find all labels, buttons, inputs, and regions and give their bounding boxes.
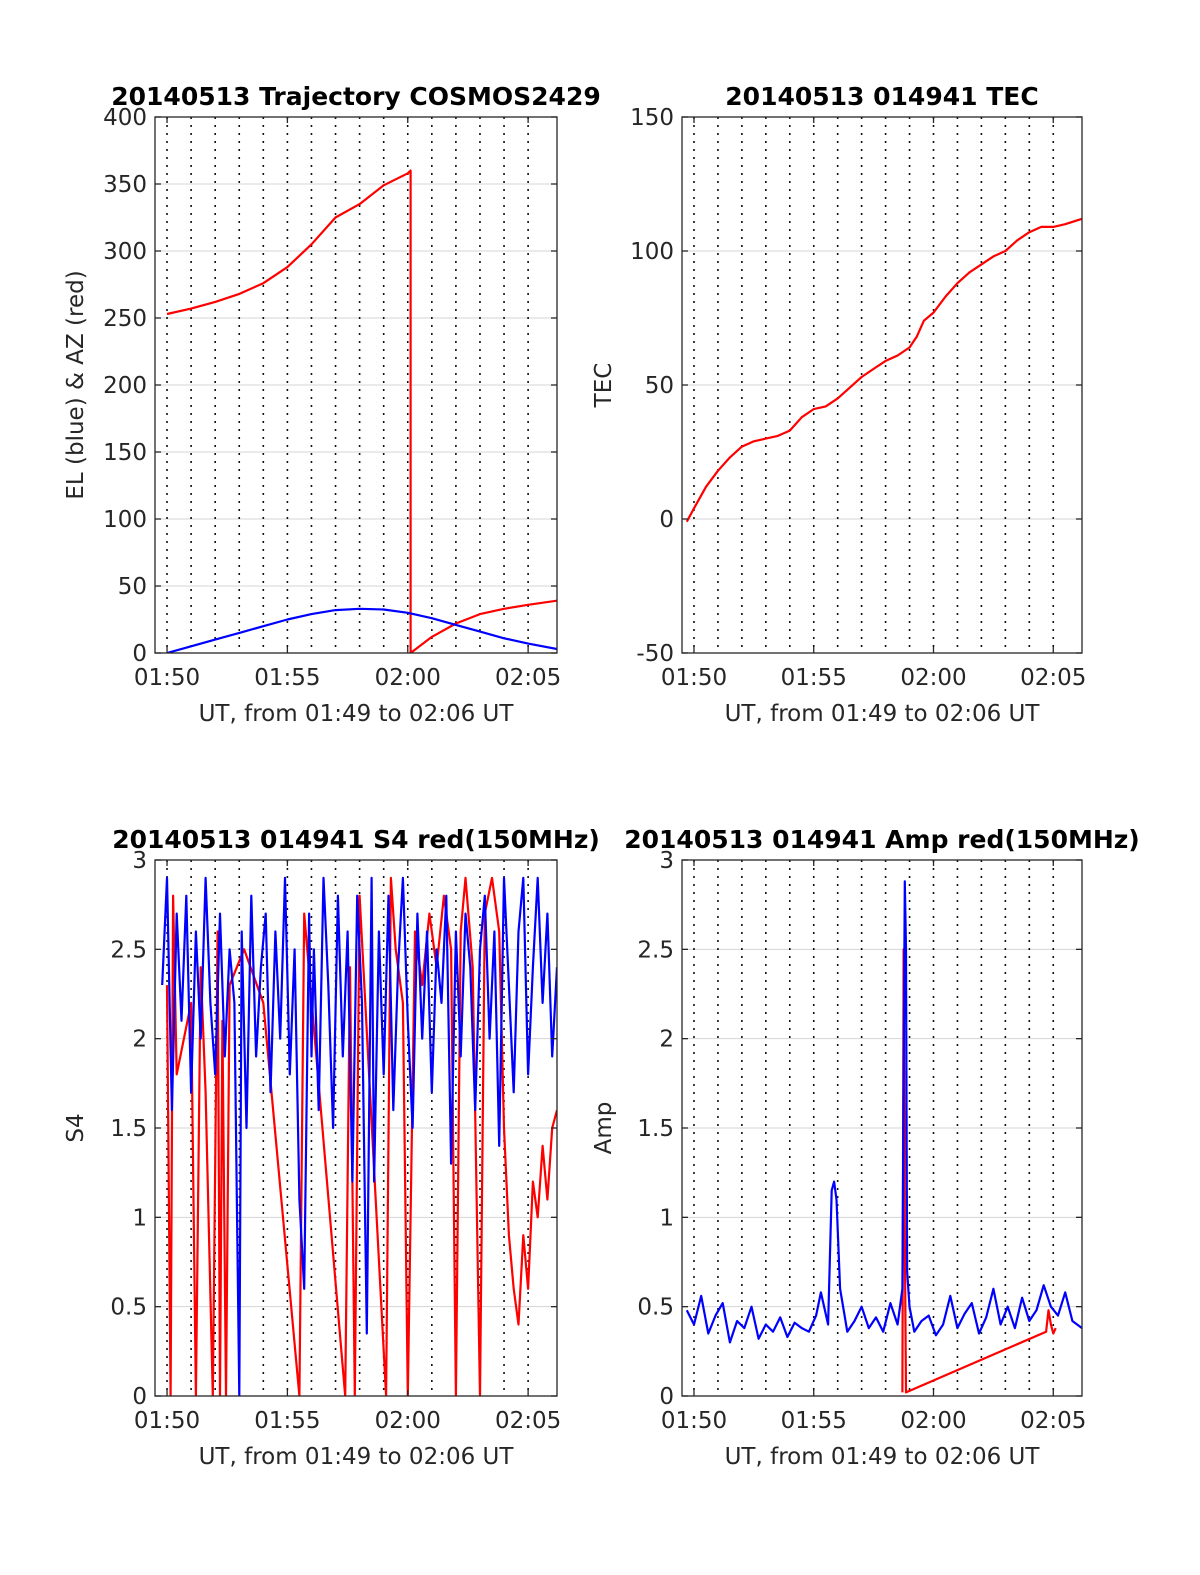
y-tick-label: 2 <box>659 1027 674 1053</box>
x-axis-label: UT, from 01:49 to 02:06 UT <box>199 701 515 727</box>
y-tick-label: 150 <box>103 440 147 466</box>
chart-trajectory: 0 50 100 150 200 250 300 350 400 01:50 01:55 02:00 0… <box>63 82 601 727</box>
y-axis-label: Amp <box>591 1102 617 1155</box>
y-tick-label: 1.5 <box>110 1116 147 1142</box>
x-tick-label: 01:55 <box>781 1408 847 1434</box>
y-tick-label: 100 <box>630 239 674 265</box>
x-tick-label: 02:00 <box>375 665 441 691</box>
y-tick-label: 150 <box>630 105 674 131</box>
x-tick-label: 02:00 <box>375 1408 441 1434</box>
x-tick-label: 01:55 <box>781 665 847 691</box>
y-tick-label: -50 <box>636 641 674 667</box>
chart-amp: 0 0.5 1 1.5 2 2.5 3 01:50 01:55 02:00 02:05 2014051… <box>591 825 1140 1470</box>
y-axis-label: S4 <box>63 1113 89 1142</box>
series-line-s4-red <box>165 876 557 1396</box>
y-tick-label: 400 <box>103 105 147 131</box>
y-tick-label: 3 <box>132 848 147 874</box>
y-tick-label: 1 <box>132 1205 147 1231</box>
x-tick-label: 02:05 <box>1020 665 1086 691</box>
y-tick-label: 1.5 <box>637 1116 674 1142</box>
y-tick-label: 2.5 <box>110 937 147 963</box>
x-tick-label: 02:05 <box>1020 1408 1086 1434</box>
x-tick-label: 02:05 <box>495 665 561 691</box>
chart-s4: 0 0.5 1 1.5 2 2.5 3 01:50 01:55 02:00 02:05 2014051… <box>63 825 600 1470</box>
x-tick-label: 02:00 <box>900 1408 966 1434</box>
y-tick-label: 0.5 <box>110 1295 147 1321</box>
x-tick-label: 01:50 <box>134 1408 200 1434</box>
x-tick-label: 01:50 <box>661 1408 727 1434</box>
x-axis-label: UT, from 01:49 to 02:06 UT <box>199 1444 515 1470</box>
x-tick-label: 02:05 <box>495 1408 561 1434</box>
y-tick-label: 0 <box>132 641 147 667</box>
y-tick-label: 1 <box>659 1205 674 1231</box>
y-tick-label: 200 <box>103 373 147 399</box>
chart-title: 20140513 014941 TEC <box>725 82 1038 111</box>
y-tick-label: 0 <box>132 1384 147 1410</box>
y-tick-label: 50 <box>645 373 674 399</box>
series-line-az <box>166 169 557 653</box>
series-line-s4-blue <box>161 876 557 1396</box>
x-tick-label: 01:50 <box>134 665 200 691</box>
x-tick-label: 01:55 <box>254 1408 320 1434</box>
y-tick-label: 50 <box>118 574 147 600</box>
chart-title: 20140513 014941 Amp red(150MHz) <box>624 825 1140 854</box>
chart-title: 20140513 014941 S4 red(150MHz) <box>112 825 600 854</box>
y-tick-label: 300 <box>103 239 147 265</box>
y-axis-label: EL (blue) & AZ (red) <box>63 270 89 499</box>
y-tick-label: 2.5 <box>637 937 674 963</box>
y-tick-label: 0 <box>659 1384 674 1410</box>
series-group <box>685 880 1082 1394</box>
series-line-el <box>166 607 557 653</box>
y-tick-label: 2 <box>132 1027 147 1053</box>
y-tick-label: 350 <box>103 172 147 198</box>
y-tick-label: 3 <box>659 848 674 874</box>
x-axis-label: UT, from 01:49 to 02:06 UT <box>725 1444 1041 1470</box>
x-tick-label: 01:55 <box>254 665 320 691</box>
series-group <box>685 217 1082 523</box>
series-group <box>161 876 557 1396</box>
y-axis-label: TEC <box>591 363 617 409</box>
y-tick-label: 250 <box>103 306 147 332</box>
series-line-amp-blue <box>685 880 1082 1344</box>
x-tick-label: 01:50 <box>661 665 727 691</box>
y-tick-label: 0.5 <box>637 1295 674 1321</box>
series-line-tec <box>685 217 1082 523</box>
series-group <box>166 169 557 653</box>
x-tick-label: 02:00 <box>900 665 966 691</box>
y-tick-label: 100 <box>103 507 147 533</box>
x-axis-label: UT, from 01:49 to 02:06 UT <box>725 701 1041 727</box>
y-tick-label: 0 <box>659 507 674 533</box>
chart-title: 20140513 Trajectory COSMOS2429 <box>111 82 601 111</box>
chart-tec: -50 0 50 100 150 01:50 01:55 02:00 02:05 20140513… <box>591 82 1086 727</box>
